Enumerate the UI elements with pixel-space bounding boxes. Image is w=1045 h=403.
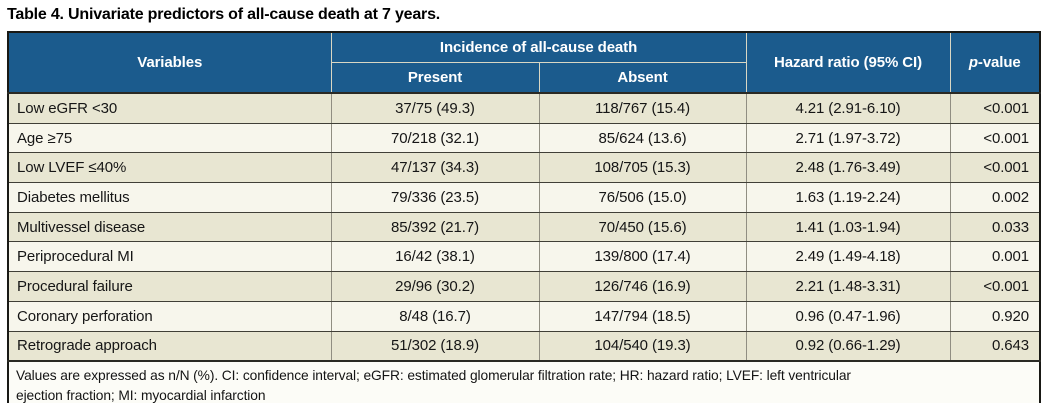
p-value-cell: 0.643 [949, 330, 1041, 362]
variable-cell: Coronary perforation [7, 300, 332, 332]
table-row: Low eGFR <30 37/75 (49.3) 118/767 (15.4)… [7, 92, 1041, 124]
table-row: Coronary perforation 8/48 (16.7) 147/794… [7, 300, 1041, 332]
p-value-cell: <0.001 [949, 92, 1041, 124]
table-row: Periprocedural MI 16/42 (38.1) 139/800 (… [7, 241, 1041, 273]
table-header: Variables Incidence of all-cause death H… [7, 31, 1041, 94]
variable-cell: Low eGFR <30 [7, 92, 332, 124]
table-row: Diabetes mellitus 79/336 (23.5) 76/506 (… [7, 182, 1041, 213]
table-footnote: Values are expressed as n/N (%). CI: con… [7, 360, 1041, 403]
hazard-ratio-cell: 4.21 (2.91-6.10) [745, 92, 951, 124]
footnote-line-1: Values are expressed as n/N (%). CI: con… [16, 368, 851, 384]
col-header-variables: Variables [7, 31, 332, 94]
variable-cell: Procedural failure [7, 271, 332, 302]
present-cell: 29/96 (30.2) [330, 271, 540, 302]
p-value-cell: <0.001 [949, 122, 1041, 154]
variable-cell: Diabetes mellitus [7, 182, 332, 213]
absent-cell: 85/624 (13.6) [538, 122, 747, 154]
p-value-cell: 0.001 [949, 241, 1041, 273]
table-row: Low LVEF ≤40% 47/137 (34.3) 108/705 (15.… [7, 152, 1041, 184]
present-cell: 70/218 (32.1) [330, 122, 540, 154]
p-value-suffix: -value [977, 54, 1021, 71]
table-caption: Table 4. Univariate predictors of all-ca… [7, 6, 441, 23]
table-body: Low eGFR <30 37/75 (49.3) 118/767 (15.4)… [7, 92, 1041, 403]
absent-cell: 70/450 (15.6) [538, 211, 747, 243]
p-value-cell: <0.001 [949, 271, 1041, 302]
variable-cell: Retrograde approach [7, 330, 332, 362]
univariate-predictors-table: Variables Incidence of all-cause death H… [7, 31, 1042, 403]
table-row: Retrograde approach 51/302 (18.9) 104/54… [7, 330, 1041, 362]
variable-cell: Multivessel disease [7, 211, 332, 243]
footnote-row: Values are expressed as n/N (%). CI: con… [7, 360, 1041, 403]
present-cell: 16/42 (38.1) [330, 241, 540, 273]
hazard-ratio-cell: 0.92 (0.66-1.29) [745, 330, 951, 362]
p-value-cell: 0.033 [949, 211, 1041, 243]
hazard-ratio-cell: 2.48 (1.76-3.49) [745, 152, 951, 184]
hazard-ratio-cell: 2.49 (1.49-4.18) [745, 241, 951, 273]
col-header-p-value: p-value [949, 31, 1041, 94]
present-cell: 47/137 (34.3) [330, 152, 540, 184]
col-header-present: Present [330, 62, 540, 94]
present-cell: 79/336 (23.5) [330, 182, 540, 213]
hazard-ratio-cell: 0.96 (0.47-1.96) [745, 300, 951, 332]
present-cell: 85/392 (21.7) [330, 211, 540, 243]
variable-cell: Low LVEF ≤40% [7, 152, 332, 184]
hazard-ratio-cell: 1.63 (1.19-2.24) [745, 182, 951, 213]
present-cell: 8/48 (16.7) [330, 300, 540, 332]
col-header-absent: Absent [538, 62, 747, 94]
table-row: Multivessel disease 85/392 (21.7) 70/450… [7, 211, 1041, 243]
variable-cell: Periprocedural MI [7, 241, 332, 273]
absent-cell: 76/506 (15.0) [538, 182, 747, 213]
hazard-ratio-cell: 2.71 (1.97-3.72) [745, 122, 951, 154]
p-value-cell: 0.920 [949, 300, 1041, 332]
present-cell: 37/75 (49.3) [330, 92, 540, 124]
absent-cell: 108/705 (15.3) [538, 152, 747, 184]
hazard-ratio-cell: 2.21 (1.48-3.31) [745, 271, 951, 302]
hazard-ratio-cell: 1.41 (1.03-1.94) [745, 211, 951, 243]
absent-cell: 104/540 (19.3) [538, 330, 747, 362]
p-value-italic-p: p [968, 54, 978, 71]
absent-cell: 126/746 (16.9) [538, 271, 747, 302]
present-cell: 51/302 (18.9) [330, 330, 540, 362]
p-value-cell: 0.002 [949, 182, 1041, 213]
absent-cell: 118/767 (15.4) [538, 92, 747, 124]
table-row: Age ≥75 70/218 (32.1) 85/624 (13.6) 2.71… [7, 122, 1041, 154]
col-header-hazard-ratio: Hazard ratio (95% CI) [745, 31, 951, 94]
p-value-cell: <0.001 [949, 152, 1041, 184]
absent-cell: 139/800 (17.4) [538, 241, 747, 273]
absent-cell: 147/794 (18.5) [538, 300, 747, 332]
footnote-line-2: ejection fraction; MI: myocardial infarc… [16, 387, 266, 403]
col-header-incidence-group: Incidence of all-cause death [330, 31, 747, 63]
table-row: Procedural failure 29/96 (30.2) 126/746 … [7, 271, 1041, 302]
variable-cell: Age ≥75 [7, 122, 332, 154]
